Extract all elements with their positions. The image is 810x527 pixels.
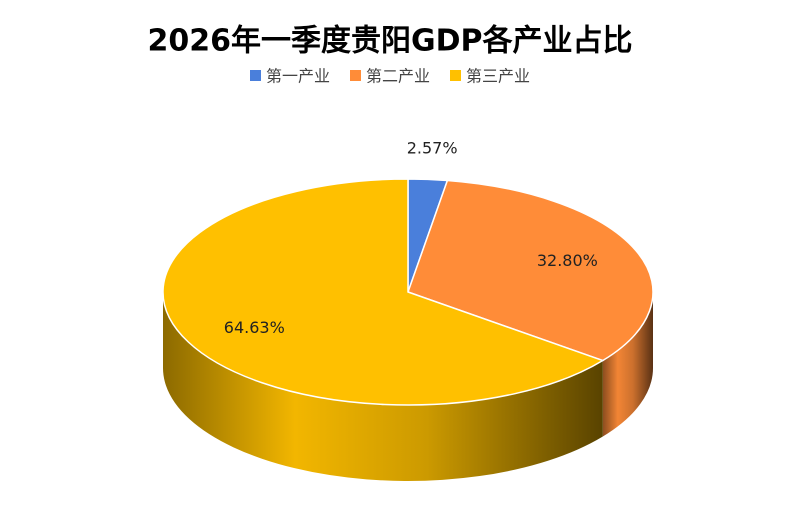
slice — [407, 179, 654, 362]
data-label: 2.57% — [407, 139, 458, 158]
legend-swatch — [250, 70, 261, 81]
data-label: 64.63% — [224, 318, 285, 337]
slice — [162, 178, 605, 406]
legend: 第一产业 第二产业 第三产业 — [250, 67, 530, 86]
legend-swatch — [350, 70, 361, 81]
data-label: 32.80% — [537, 251, 598, 270]
legend-label: 第二产业 — [366, 67, 430, 86]
chart-title: 2026年一季度贵阳GDP各产业占比 — [147, 24, 632, 59]
legend-swatch — [450, 70, 461, 81]
pie-tops — [162, 178, 654, 406]
slice-side — [163, 292, 603, 481]
data-labels: 2.57% 32.80% 64.63% — [224, 139, 598, 337]
legend-label: 第三产业 — [466, 67, 530, 86]
legend-label: 第一产业 — [266, 67, 330, 86]
